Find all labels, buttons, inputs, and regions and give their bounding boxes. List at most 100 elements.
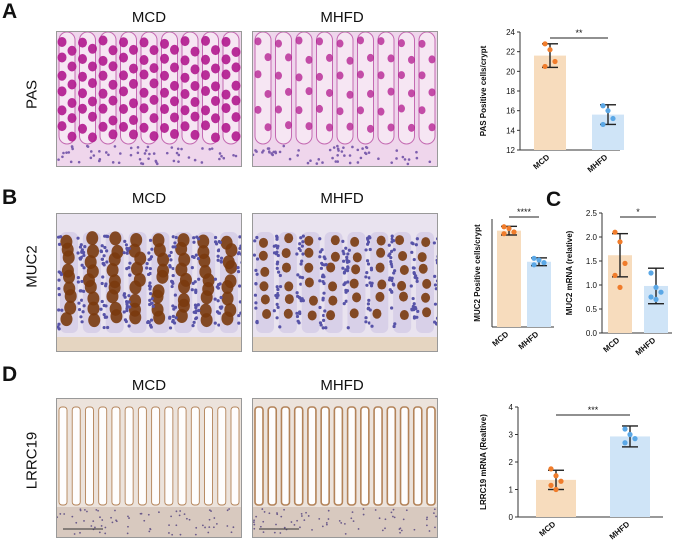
- goblet-cell: [211, 63, 220, 74]
- nucleus: [216, 286, 220, 290]
- goblet-cell: [57, 52, 67, 63]
- nucleus: [83, 508, 86, 511]
- nucleus: [80, 298, 84, 302]
- nucleus: [356, 161, 360, 164]
- nucleus: [322, 318, 326, 322]
- bar: [610, 436, 650, 517]
- y-axis-label: MUC2 Positive cells/crypt: [473, 224, 482, 322]
- muc2-goblet-cell: [106, 289, 119, 304]
- nucleus: [275, 523, 277, 526]
- data-point: [648, 270, 654, 276]
- nucleus: [148, 152, 151, 156]
- nucleus: [57, 516, 59, 519]
- goblet-cell: [78, 37, 87, 48]
- nucleus: [104, 234, 108, 238]
- x-tick-label: MHFD: [608, 519, 632, 541]
- nucleus: [338, 519, 341, 522]
- nucleus: [402, 518, 405, 521]
- nucleus: [331, 156, 334, 160]
- goblet-cell: [387, 54, 395, 63]
- goblet-cell: [377, 71, 385, 80]
- nucleus: [230, 531, 233, 534]
- nucleus: [185, 517, 188, 520]
- nucleus: [301, 252, 305, 256]
- nucleus: [195, 526, 198, 529]
- nucleus: [350, 517, 353, 520]
- col-label-mcd-a: MCD: [131, 9, 167, 26]
- nucleus: [168, 532, 170, 534]
- nucleus: [389, 256, 393, 260]
- goblet-cell: [108, 79, 118, 90]
- col-label-mhfd-b: MHFD: [320, 190, 364, 207]
- goblet-cell: [367, 53, 374, 62]
- nucleus: [79, 531, 81, 534]
- nucleus: [321, 273, 325, 277]
- nucleus: [280, 515, 283, 518]
- goblet-cell: [67, 113, 77, 124]
- nucleus: [171, 533, 174, 536]
- nucleus: [410, 241, 414, 245]
- data-point: [653, 284, 659, 290]
- nucleus: [428, 530, 431, 532]
- nucleus: [187, 156, 191, 159]
- nucleus: [145, 266, 149, 270]
- nucleus: [208, 526, 211, 529]
- muc2-goblet-cell: [106, 263, 119, 278]
- nucleus: [173, 305, 178, 309]
- nucleus: [127, 324, 131, 328]
- nucleus: [295, 314, 300, 319]
- nucleus: [275, 250, 279, 254]
- col-label-mcd-b: MCD: [131, 190, 167, 207]
- goblet-cell: [346, 90, 354, 99]
- lrrc19-mhfd-micrograph: [252, 398, 438, 538]
- y-tick-label: 1.5: [586, 257, 598, 266]
- goblet-cell: [88, 43, 97, 54]
- goblet-cell: [67, 61, 77, 72]
- goblet-cell: [180, 36, 190, 47]
- nucleus: [73, 533, 76, 535]
- goblet-cell: [387, 87, 395, 96]
- nucleus: [151, 304, 155, 308]
- nucleus: [197, 277, 201, 281]
- nucleus: [82, 266, 86, 270]
- nucleus: [255, 515, 258, 518]
- nucleus: [395, 157, 398, 160]
- goblet-cell: [149, 113, 159, 124]
- nucleus: [207, 531, 210, 534]
- crypt: [164, 406, 174, 506]
- crypt: [333, 406, 344, 506]
- nucleus: [129, 153, 133, 157]
- nucleus: [400, 529, 403, 532]
- nucleus: [344, 290, 348, 294]
- nucleus: [341, 249, 345, 253]
- nucleus: [61, 155, 64, 159]
- nucleus: [136, 151, 140, 155]
- nucleus: [345, 255, 349, 259]
- goblet-cell: [57, 36, 67, 47]
- goblet-cell: [88, 61, 97, 72]
- nucleus: [433, 302, 437, 306]
- crypt: [124, 406, 134, 506]
- nucleus: [426, 516, 428, 519]
- nucleus: [296, 154, 299, 157]
- crypt: [230, 406, 240, 506]
- nucleus: [168, 524, 170, 526]
- goblet-cell: [170, 112, 179, 123]
- nucleus: [127, 515, 129, 518]
- nucleus: [175, 510, 178, 513]
- nucleus: [102, 312, 106, 317]
- nucleus: [318, 255, 322, 259]
- goblet-cell: [180, 72, 190, 83]
- goblet-cell: [88, 96, 97, 107]
- nucleus: [193, 158, 197, 162]
- goblet-cell: [160, 104, 169, 115]
- y-tick-label: 4: [509, 403, 514, 412]
- goblet-cell: [88, 132, 97, 143]
- goblet-cell: [190, 80, 200, 91]
- nucleus: [273, 531, 276, 534]
- nucleus: [340, 522, 343, 524]
- nucleus: [86, 510, 88, 513]
- nucleus: [296, 319, 300, 323]
- nucleus: [315, 162, 319, 165]
- nucleus: [388, 288, 392, 292]
